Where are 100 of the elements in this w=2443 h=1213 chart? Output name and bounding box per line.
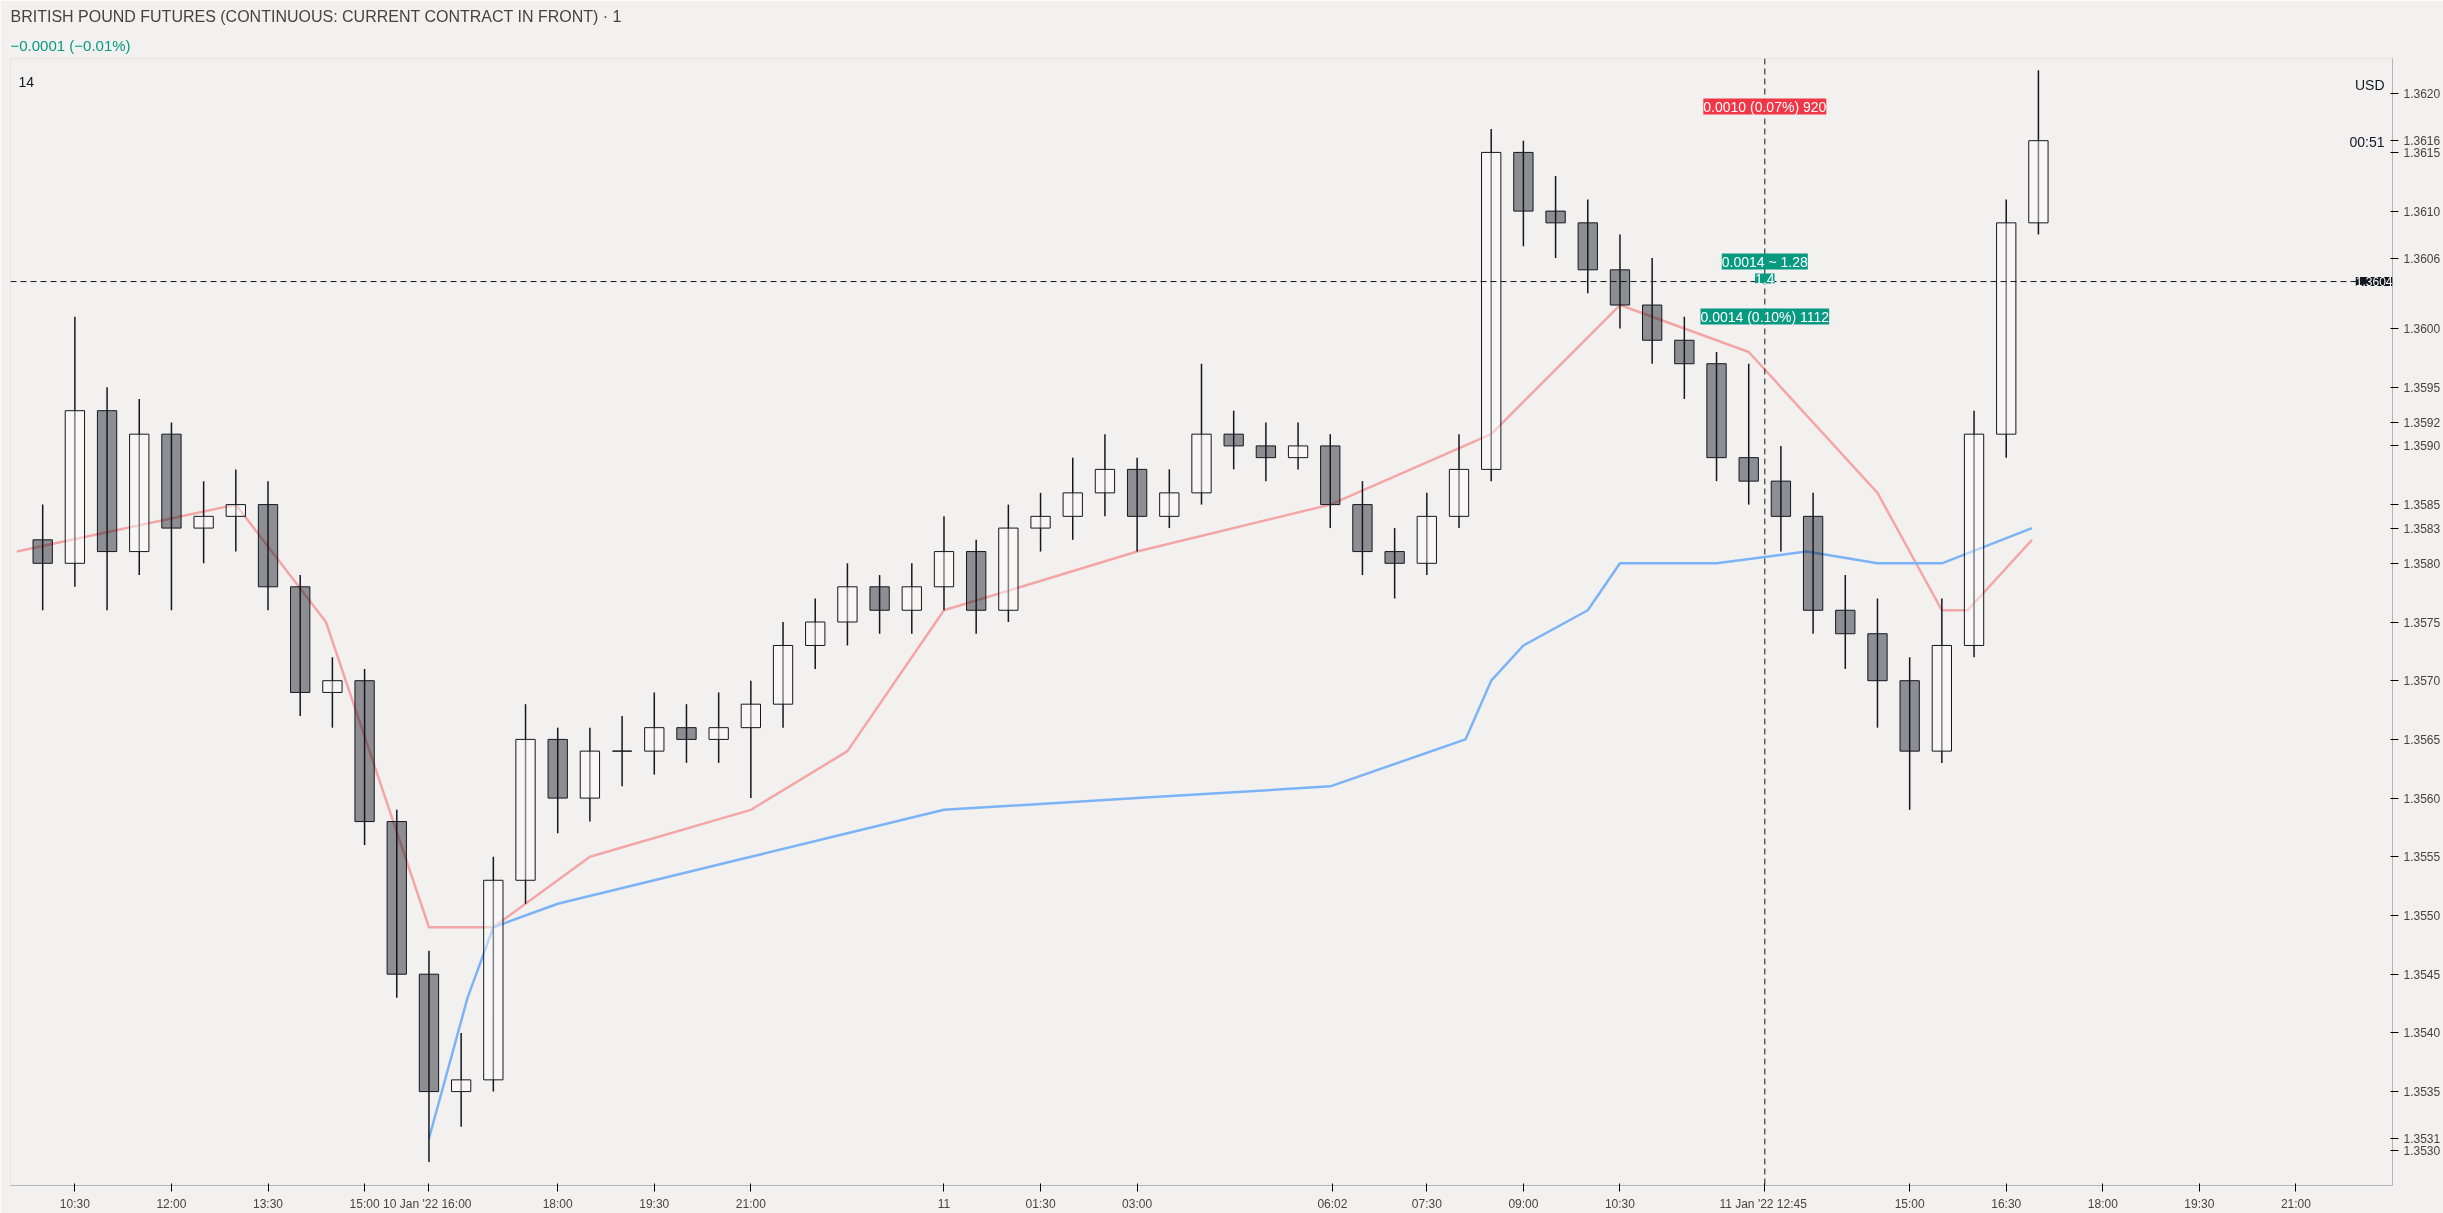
candlestick bbox=[611, 715, 633, 788]
candlestick bbox=[708, 691, 729, 764]
annotation: 0.0010 (0.07%) 920 bbox=[1703, 98, 1827, 115]
candlestick bbox=[1867, 597, 1888, 729]
candlestick bbox=[1513, 139, 1534, 248]
x-tick-label: 11 bbox=[937, 1196, 951, 1211]
x-tick-label: 10 Jan '22 16:00 bbox=[383, 1196, 472, 1211]
y-tick-label: 1.3535 bbox=[2403, 1085, 2441, 1100]
candlestick bbox=[483, 856, 504, 1093]
ref-line-label: 1.3604 bbox=[2355, 275, 2393, 290]
x-tick-label: 06:02 bbox=[1317, 1196, 1348, 1211]
candlestick bbox=[354, 668, 375, 846]
y-tick-label: 1.3550 bbox=[2403, 908, 2441, 923]
candlestick bbox=[129, 398, 150, 576]
candlestick bbox=[96, 386, 118, 612]
candlestick bbox=[1770, 445, 1792, 553]
x-tick-label: 07:30 bbox=[1411, 1196, 1443, 1211]
candlestick bbox=[1835, 574, 1856, 670]
candlestick bbox=[1706, 351, 1727, 482]
x-tick-label: 12:00 bbox=[156, 1196, 187, 1211]
x-tick-label: 16:30 bbox=[1991, 1196, 2022, 1211]
candlestick bbox=[1159, 468, 1180, 529]
candlestick bbox=[676, 703, 697, 764]
y-tick-label: 1.3565 bbox=[2403, 732, 2441, 747]
annotation: 00:51 bbox=[2349, 133, 2385, 150]
x-tick-label: 10:30 bbox=[1604, 1196, 1636, 1211]
candlestick bbox=[322, 656, 343, 729]
candlestick bbox=[1287, 421, 1309, 471]
candlestick bbox=[64, 316, 86, 588]
x-tick-label: 21:00 bbox=[2280, 1196, 2312, 1211]
candlestick bbox=[869, 574, 890, 635]
chart-title: BRITISH POUND FUTURES (CONTINUOUS: CURRENT CONTRACT IN FRONT) · 1 bbox=[10, 7, 622, 25]
candlestick bbox=[1738, 362, 1759, 506]
candlestick bbox=[418, 949, 440, 1163]
annotation: 0.0014 (0.10%) 1112 bbox=[1700, 308, 1830, 325]
x-tick-label: 01:30 bbox=[1025, 1196, 1056, 1211]
candlestick bbox=[1320, 433, 1341, 529]
x-tick-label: 10:30 bbox=[59, 1196, 91, 1211]
x-tick-label: 19:30 bbox=[2184, 1196, 2215, 1211]
candlestick bbox=[450, 1032, 472, 1128]
candlestick bbox=[1352, 480, 1373, 576]
candlestick bbox=[1062, 456, 1083, 541]
y-tick-label: 1.3580 bbox=[2403, 556, 2441, 571]
y-tick-label: 1.3575 bbox=[2403, 615, 2441, 630]
annotation: 14 bbox=[18, 73, 35, 90]
line-series bbox=[15, 303, 2034, 929]
candlestick bbox=[515, 703, 536, 905]
x-tick-label: 21:00 bbox=[735, 1196, 767, 1211]
y-tick-label: 1.3606 bbox=[2403, 251, 2441, 266]
candlestick bbox=[225, 468, 246, 553]
chart-subtitle: −0.0001 (−0.01%) bbox=[10, 36, 131, 54]
x-tick-label: 13:30 bbox=[253, 1196, 284, 1211]
candlestick bbox=[161, 421, 182, 612]
candlestick bbox=[257, 480, 279, 612]
x-tick-label: 18:00 bbox=[2087, 1196, 2119, 1211]
candlestick bbox=[966, 539, 987, 635]
candlestick bbox=[837, 562, 858, 647]
annotation: USD bbox=[2354, 76, 2385, 93]
x-tick-label: 09:00 bbox=[1508, 1196, 1539, 1211]
candlestick bbox=[547, 726, 568, 835]
candlestick bbox=[901, 562, 922, 635]
candlestick bbox=[740, 679, 762, 799]
candlestick bbox=[1674, 316, 1695, 400]
candlestick bbox=[644, 691, 665, 776]
y-tick-label: 1.3585 bbox=[2403, 498, 2441, 513]
x-tick-label: 15:00 bbox=[349, 1196, 380, 1211]
candlestick bbox=[998, 503, 1019, 623]
x-tick-label: 15:00 bbox=[1894, 1196, 1925, 1211]
y-tick-label: 1.3545 bbox=[2403, 967, 2441, 982]
candlestick bbox=[1931, 597, 1953, 764]
candlestick bbox=[386, 809, 407, 999]
y-tick-label: 1.3560 bbox=[2403, 791, 2441, 806]
candlestick bbox=[933, 515, 955, 612]
y-tick-label: 1.3610 bbox=[2403, 204, 2441, 219]
y-tick-label: 1.3592 bbox=[2403, 415, 2441, 430]
x-tick-label: 11 Jan '22 12:45 bbox=[1719, 1196, 1808, 1211]
y-tick-label: 1.3620 bbox=[2403, 87, 2441, 102]
candlestick bbox=[805, 597, 826, 670]
candlestick bbox=[1223, 409, 1244, 471]
candlestick bbox=[1126, 456, 1148, 553]
y-tick-label: 1.3595 bbox=[2403, 380, 2441, 395]
candlestick bbox=[1448, 433, 1470, 529]
candlestick bbox=[290, 574, 311, 717]
candlestick bbox=[1802, 492, 1824, 635]
candlestick bbox=[1963, 409, 1985, 658]
candlestick bbox=[1191, 362, 1212, 506]
y-tick-label: 1.3583 bbox=[2403, 521, 2441, 536]
x-tick-label: 03:00 bbox=[1122, 1196, 1153, 1211]
y-tick-label: 1.3540 bbox=[2403, 1026, 2441, 1041]
candlestick bbox=[1899, 656, 1920, 811]
candlestick bbox=[1255, 421, 1277, 482]
x-tick-label: 19:30 bbox=[639, 1196, 670, 1211]
candlestick bbox=[1545, 175, 1566, 259]
x-tick-label: 18:00 bbox=[542, 1196, 574, 1211]
y-tick-label: 1.3570 bbox=[2403, 674, 2441, 689]
candlestick bbox=[579, 726, 601, 823]
annotation: 0.0014 ~ 1.28 bbox=[1721, 253, 1809, 270]
candlestick bbox=[1094, 433, 1116, 518]
y-tick-label: 1.3555 bbox=[2403, 850, 2441, 865]
candlestick bbox=[2028, 69, 2049, 236]
